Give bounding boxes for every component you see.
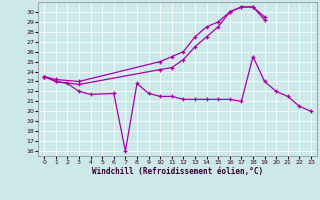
X-axis label: Windchill (Refroidissement éolien,°C): Windchill (Refroidissement éolien,°C) (92, 167, 263, 176)
